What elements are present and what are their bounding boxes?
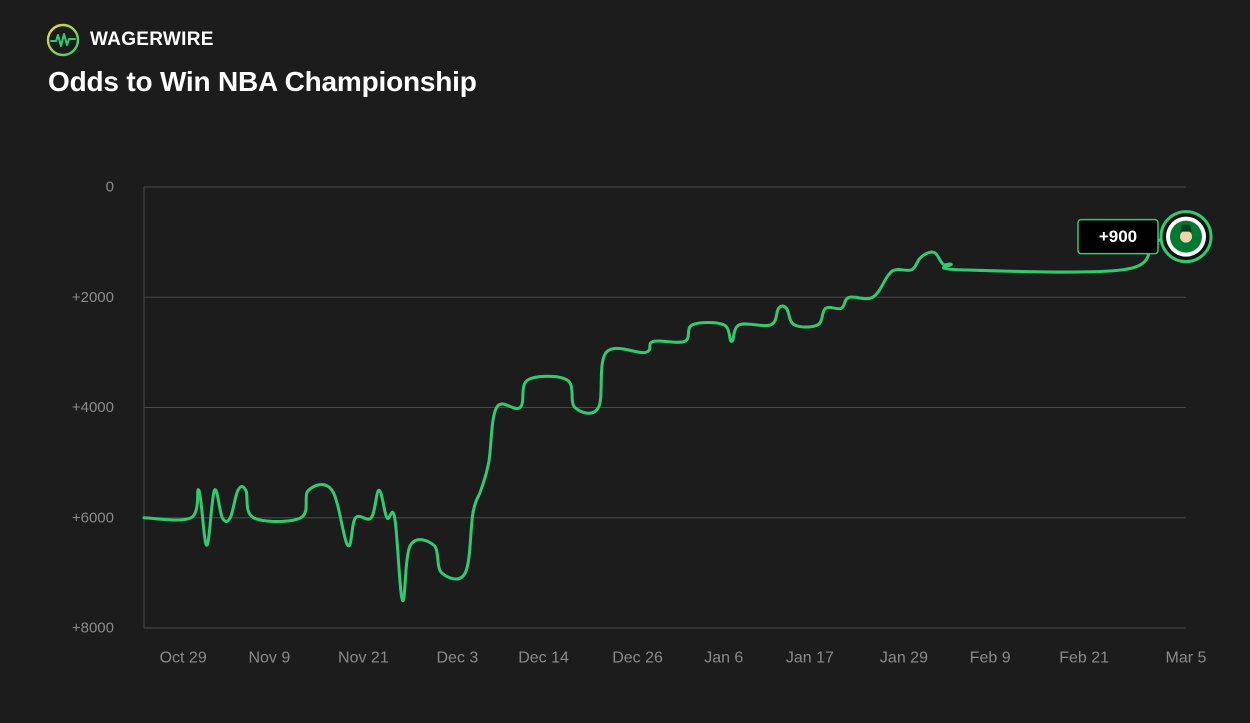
brand: WAGERWIRE	[46, 23, 214, 57]
x-tick-labels: Oct 29 Nov 9 Nov 21 Dec 3 Dec 14 Dec 26 Jan 6 J…	[160, 650, 1207, 667]
x-tick-label: Dec 26	[612, 650, 663, 667]
series-layer	[142, 235, 1188, 602]
y-tick-label: +4000	[72, 399, 114, 416]
x-tick-label: Dec 3	[436, 650, 478, 667]
x-tick-label: Nov 21	[338, 650, 389, 667]
chart-title: Odds to Win NBA Championship	[48, 66, 477, 97]
x-tick-label: Jan 6	[704, 650, 743, 667]
y-tick-labels: 0 +2000 +4000 +6000 +8000	[72, 179, 114, 637]
odds-series-line	[142, 235, 1188, 602]
x-tick-label: Feb 9	[970, 650, 1011, 667]
brand-name: WAGERWIRE	[90, 29, 214, 50]
x-tick-label: Mar 5	[1166, 650, 1207, 667]
gridlines	[144, 186, 1186, 629]
callout-box	[1077, 218, 1159, 255]
x-tick-label: Feb 21	[1059, 650, 1109, 667]
y-tick-label: +6000	[72, 509, 114, 526]
x-tick-label: Jan 17	[786, 650, 834, 667]
x-tick-label: Oct 29	[160, 650, 207, 667]
x-tick-label: Dec 14	[518, 650, 569, 667]
x-tick-label: Nov 9	[248, 650, 290, 667]
y-tick-label: +2000	[72, 289, 114, 306]
waveform-icon	[46, 23, 80, 57]
y-tick-label: 0	[106, 179, 114, 196]
x-tick-label: Jan 29	[880, 650, 928, 667]
celtics-logo-icon	[1159, 210, 1213, 264]
y-tick-label: +8000	[72, 620, 114, 637]
callout-label: +900	[1099, 227, 1137, 246]
current-odds-callout: +900	[1077, 210, 1213, 264]
